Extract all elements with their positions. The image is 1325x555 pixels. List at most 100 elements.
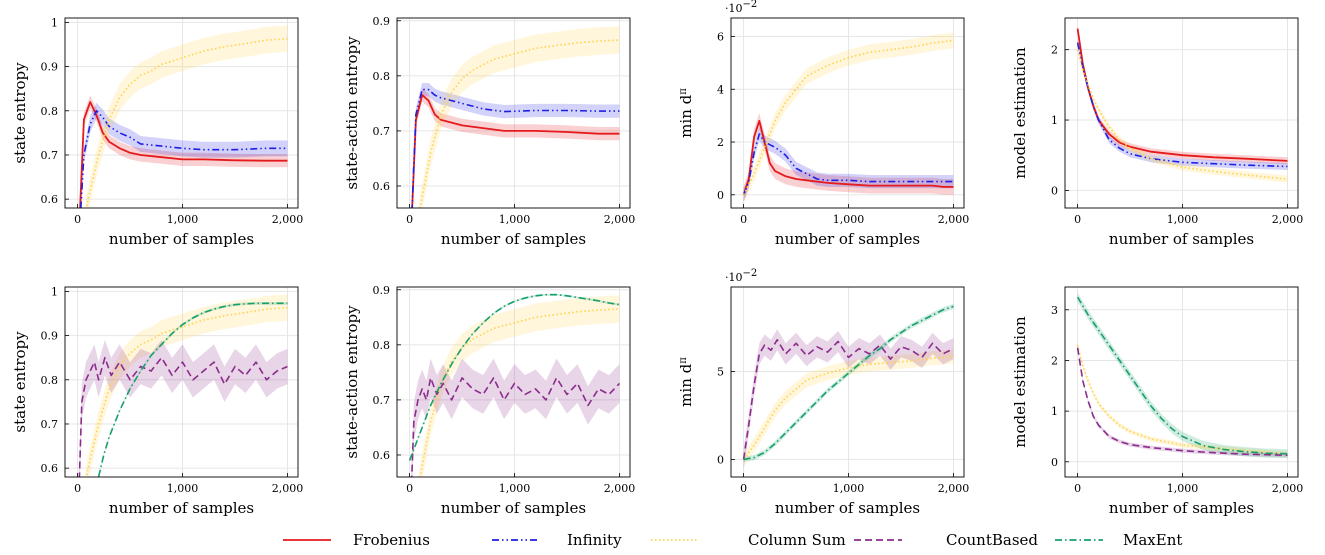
y-tick-label: 0.8 <box>373 70 391 83</box>
y-tick-label: 1 <box>51 285 58 298</box>
line-column-sum <box>85 38 288 208</box>
legend-label-countbased: CountBased <box>946 531 1038 549</box>
axis-exponent-power: −2 <box>743 268 758 279</box>
series-group <box>1076 25 1288 183</box>
x-tick-label: 2,000 <box>938 482 970 495</box>
y-tick-label: 2 <box>1051 44 1058 57</box>
band-maxent <box>743 303 954 462</box>
y-axis-label: model estimation <box>1011 47 1029 179</box>
x-axis-label: number of samples <box>775 230 920 248</box>
x-tick-label: 2,000 <box>1272 213 1304 226</box>
x-tick-label: 0 <box>1074 213 1081 226</box>
chart-panel-6: 0 1,000 2,000 0.6 0.7 0.8 0.9 number of samples… <box>343 284 636 517</box>
legend: Frobenius Infinity Column Sum CountBased Max… <box>283 531 1182 549</box>
x-axis-label: number of samples <box>1109 230 1254 248</box>
y-tick-label: 0.9 <box>41 330 59 343</box>
y-tick-label: 0.6 <box>41 193 59 206</box>
x-axis-label: number of samples <box>109 499 254 517</box>
axes-frame <box>1064 286 1299 478</box>
x-tick-label: 2,000 <box>938 213 970 226</box>
x-tick-label: 2,000 <box>272 213 304 226</box>
chart-panel-1: 0 1,000 2,000 0.6 0.7 0.8 0.9 1 number of sample… <box>11 16 304 248</box>
band-column-sum <box>743 349 954 467</box>
x-tick-label: 0 <box>406 482 413 495</box>
band-frobenius <box>79 95 288 208</box>
line-infinity <box>80 110 288 208</box>
y-tick-label: 1 <box>51 16 58 29</box>
y-axis-label: model estimation <box>1011 316 1029 448</box>
line-countbased <box>410 377 621 477</box>
line-countbased <box>742 339 954 460</box>
x-tick-label: 2,000 <box>604 482 636 495</box>
y-tick-label: 0.6 <box>41 462 59 475</box>
band-column-sum <box>84 25 288 208</box>
band-frobenius <box>743 113 954 203</box>
axes-frame <box>396 17 631 209</box>
axis-exponent-power: −2 <box>743 0 758 10</box>
axes-frame <box>730 17 965 209</box>
x-tick-label: 1,000 <box>1167 213 1199 226</box>
series-group <box>742 303 954 470</box>
y-tick-label: 0.9 <box>373 284 391 297</box>
chart-panel-3: 0 1,000 2,000 0 2 4 6 number of samples min dπ ·1… <box>677 0 969 248</box>
x-tick-label: 1,000 <box>499 213 531 226</box>
x-tick-label: 0 <box>740 482 747 495</box>
y-axis-label: min dπ <box>677 88 695 138</box>
line-infinity <box>742 133 954 196</box>
series-group <box>79 25 288 208</box>
series-group <box>411 26 620 208</box>
line-countbased <box>1076 347 1288 456</box>
line-frobenius <box>1076 28 1288 162</box>
y-tick-label: 0.7 <box>41 418 59 431</box>
x-tick-label: 0 <box>406 213 413 226</box>
line-frobenius <box>79 101 288 208</box>
band-column-sum <box>418 26 620 208</box>
line-column-sum <box>742 39 954 196</box>
y-axis-label-superscript: π <box>678 88 689 95</box>
y-tick-label: 0.7 <box>41 149 59 162</box>
legend-label-frobenius: Frobenius <box>353 531 430 549</box>
y-tick-label: 0.6 <box>373 180 391 193</box>
line-maxent <box>1076 296 1288 455</box>
y-tick-label: 1 <box>1051 114 1058 127</box>
x-axis-label: number of samples <box>109 230 254 248</box>
line-column-sum <box>1076 49 1288 180</box>
y-tick-label: 6 <box>717 30 724 43</box>
y-axis-label: state entropy <box>11 62 29 164</box>
series-group <box>742 32 954 203</box>
line-column-sum <box>742 355 954 460</box>
y-tick-label: 0 <box>1051 184 1058 197</box>
legend-label-infinity: Infinity <box>567 531 622 549</box>
y-axis-label-superscript: π <box>678 357 689 364</box>
axes-frame <box>730 286 965 478</box>
series-group <box>1076 292 1288 459</box>
axes-frame <box>396 286 631 478</box>
x-tick-label: 1,000 <box>167 482 199 495</box>
x-tick-label: 1,000 <box>833 482 865 495</box>
x-tick-label: 2,000 <box>272 482 304 495</box>
band-countbased <box>78 340 288 477</box>
band-column-sum <box>743 32 954 203</box>
x-axis-label: number of samples <box>441 230 586 248</box>
x-tick-label: 0 <box>740 213 747 226</box>
y-tick-label: 0.7 <box>373 394 391 407</box>
legend-label-maxent: MaxEnt <box>1123 531 1182 549</box>
y-tick-label: 0 <box>717 189 724 202</box>
band-column-sum <box>84 294 288 477</box>
x-axis-label: number of samples <box>775 499 920 517</box>
axes-frame <box>1064 17 1299 209</box>
chart-panel-8: 0 1,000 2,000 0 1 2 3 number of samples model es… <box>1011 286 1304 517</box>
x-tick-label: 0 <box>1074 482 1081 495</box>
y-tick-label: 0 <box>1051 456 1058 469</box>
chart-panel-7: 0 1,000 2,000 0 5 number of samples min dπ ·10−… <box>677 268 969 518</box>
y-tick-label: 0 <box>717 453 724 466</box>
y-axis-label: state-action entropy <box>343 36 361 190</box>
y-tick-label: 0.9 <box>373 15 391 28</box>
y-tick-label: 0.8 <box>373 339 391 352</box>
x-tick-label: 1,000 <box>499 482 531 495</box>
y-axis-label: state-action entropy <box>343 305 361 459</box>
y-tick-label: 0.9 <box>41 61 59 74</box>
x-tick-label: 2,000 <box>1272 482 1304 495</box>
x-tick-label: 2,000 <box>604 213 636 226</box>
